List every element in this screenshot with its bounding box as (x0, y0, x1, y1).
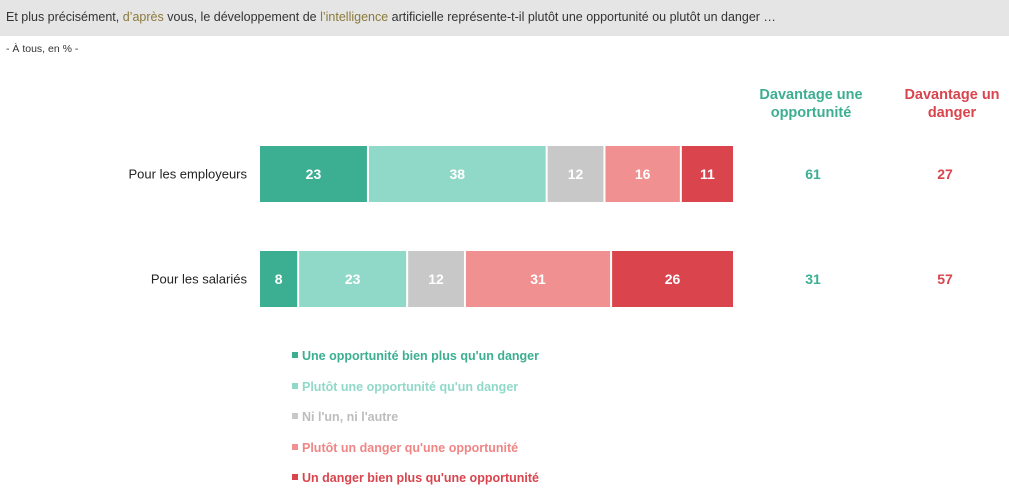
bar-segment (465, 251, 611, 307)
bar-segment (605, 146, 680, 202)
legend-item: Ni l'un, ni l'autre (292, 410, 539, 441)
bar-value-label: 12 (568, 166, 584, 182)
legend-label: Un danger bien plus qu'une opportunité (302, 471, 539, 485)
question-part: l’intelligence (320, 10, 389, 24)
bar-value-label: 16 (635, 166, 651, 182)
bar-value-label: 11 (700, 166, 715, 182)
bar-segment (408, 251, 464, 307)
bar-value-label: 31 (530, 271, 546, 287)
bar-segment (547, 146, 604, 202)
category-label: Pour les salariés (151, 272, 248, 287)
bar-value-label: 26 (665, 271, 681, 287)
stacked-bar-chart: Pour les employeurs 23 38 12 16 11 61 27 Pour le… (129, 146, 953, 307)
opportunity-total: 61 (805, 166, 821, 182)
danger-column-header: Davantage un danger (904, 87, 1000, 121)
bar-segment (260, 146, 367, 202)
legend-label: Ni l'un, ni l'autre (302, 410, 399, 424)
question-part: artificielle représente-t-il plutôt une … (388, 10, 776, 24)
danger-total: 27 (937, 166, 953, 182)
legend: Une opportunité bien plus qu'un danger Pl… (292, 349, 539, 502)
bar-value-label: 38 (450, 166, 466, 182)
bar-segment (681, 146, 733, 202)
bar-segment (260, 251, 298, 307)
legend-label: Plutôt une opportunité qu'un danger (302, 379, 519, 394)
bar-segment (612, 251, 733, 307)
question-header: Et plus précisément, d’après vous, le dé… (0, 0, 1009, 36)
question-part: d’après (122, 10, 164, 24)
legend-item: Un danger bien plus qu'une opportunité (292, 471, 539, 502)
legend-swatch (292, 413, 298, 419)
bar-segment (368, 146, 546, 202)
legend-swatch (292, 352, 298, 358)
legend-item: Plutôt un danger qu'une opportunité (292, 441, 539, 472)
bar-value-label: 23 (306, 166, 322, 182)
legend-item: Une opportunité bien plus qu'un danger (292, 349, 539, 380)
bar-value-label: 8 (275, 271, 283, 287)
legend-item: Plutôt une opportunité qu'un danger (292, 380, 539, 411)
question-text: Et plus précisément, d’après vous, le dé… (6, 10, 776, 24)
bar-value-label: 12 (428, 271, 444, 287)
legend-label: Plutôt un danger qu'une opportunité (302, 440, 519, 455)
legend-swatch (292, 382, 298, 389)
legend-swatch (292, 443, 298, 450)
legend-label: Une opportunité bien plus qu'un danger (302, 349, 539, 363)
danger-total: 57 (937, 271, 953, 287)
bar-value-label: 23 (345, 271, 361, 287)
opportunity-total: 31 (805, 271, 821, 287)
question-part: Et plus précisément, (6, 10, 123, 24)
bar-segment (299, 251, 407, 307)
legend-swatch (292, 474, 298, 480)
subtitle: - À tous, en % - (6, 43, 79, 55)
category-label: Pour les employeurs (129, 167, 248, 182)
question-part: vous, le développement de (163, 10, 321, 24)
opportunity-column-header: Davantage une opportunité (759, 87, 863, 121)
